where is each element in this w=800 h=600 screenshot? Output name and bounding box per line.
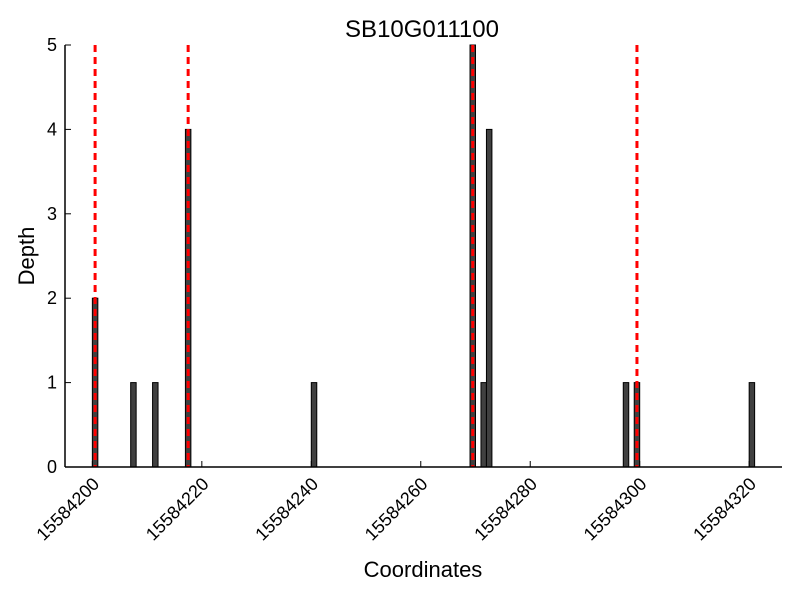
x-axis-label: Coordinates — [364, 557, 483, 582]
bar-4 — [310, 382, 318, 468]
y-tick-label-5: 5 — [47, 35, 57, 55]
x-tick-label-4: 15584280 — [470, 474, 541, 545]
x-tick-label-2: 15584240 — [251, 474, 322, 545]
y-tick-label-0: 0 — [47, 457, 57, 477]
bar-1 — [130, 382, 137, 468]
bar-6 — [480, 382, 487, 468]
axes-layer: 0 1 2 3 4 5 15584200 15584220 15584240 15584260 15… — [32, 35, 782, 544]
x-tick-label-0: 15584200 — [32, 474, 103, 545]
x-tick-label-6: 15584320 — [689, 474, 760, 545]
y-tick-label-2: 2 — [47, 288, 57, 308]
bar-2 — [152, 382, 159, 468]
x-tick-label-5: 15584300 — [580, 474, 651, 545]
bars-layer — [91, 44, 756, 468]
bar-7 — [485, 128, 493, 468]
x-tick-label-1: 15584220 — [142, 474, 213, 545]
y-axis-label: Depth — [14, 227, 39, 286]
bar-10 — [748, 382, 756, 468]
vlines-layer — [93, 45, 639, 467]
y-tick-label-4: 4 — [47, 119, 57, 139]
y-tick-label-1: 1 — [47, 373, 57, 393]
chart-title: SB10G011100 — [345, 16, 499, 43]
y-tick-label-3: 3 — [47, 204, 57, 224]
bar-8 — [622, 382, 630, 468]
x-tick-label-3: 15584260 — [361, 474, 432, 545]
